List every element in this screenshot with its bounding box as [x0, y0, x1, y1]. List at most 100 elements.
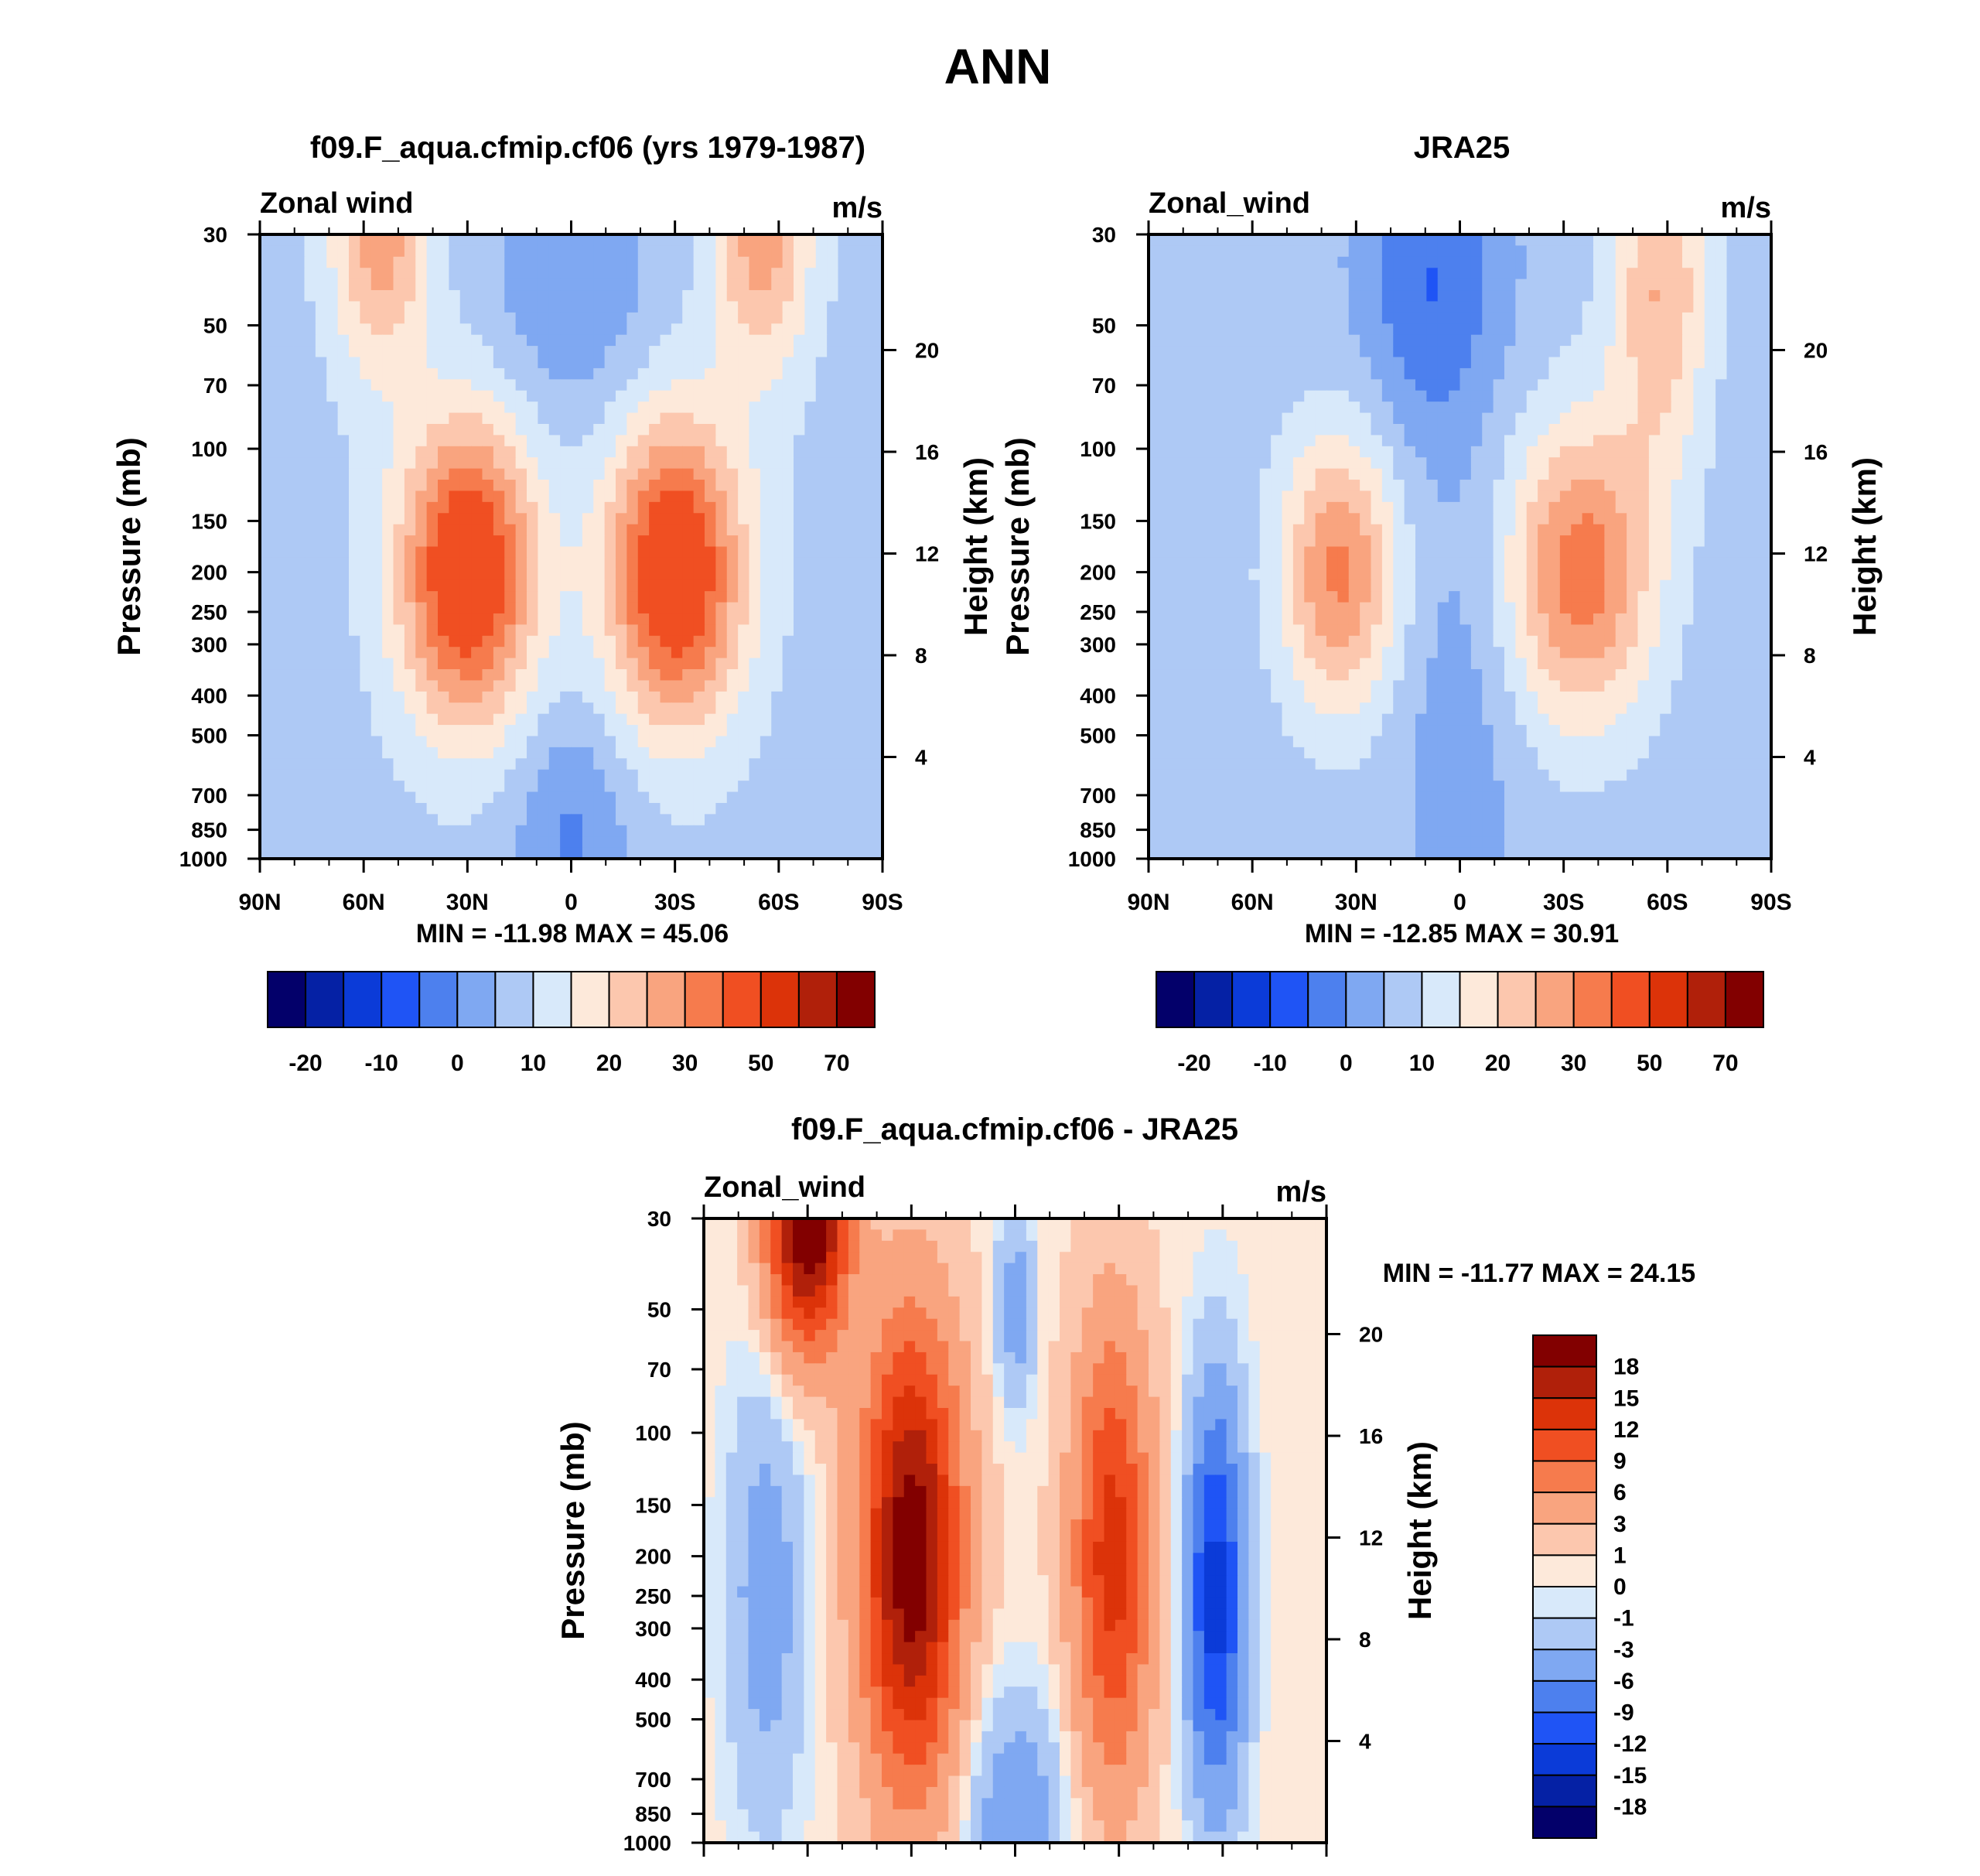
contour-cell [838, 847, 850, 859]
contour-cell [459, 290, 472, 302]
contour-cell [726, 245, 739, 258]
contour-cell [1282, 468, 1294, 480]
contour-cell [794, 468, 805, 480]
contour-cell [560, 702, 572, 715]
contour-cell [504, 725, 517, 737]
contour-cell [726, 256, 739, 268]
contour-cell [693, 402, 705, 414]
contour-cell [404, 513, 416, 525]
contour-cell [282, 245, 294, 258]
contour-cell [848, 256, 861, 268]
contour-cell [715, 379, 728, 391]
contour-cell [726, 535, 739, 548]
contour-cell [671, 613, 683, 625]
contour-cell [471, 501, 483, 514]
contour-cell [749, 747, 761, 759]
contour-cell [604, 268, 616, 280]
contour-cell [637, 357, 650, 369]
contour-cell [349, 713, 360, 726]
contour-cell [738, 435, 750, 447]
contour-cell [1637, 535, 1650, 548]
contour-cell [1193, 323, 1205, 336]
contour-cell [493, 591, 505, 603]
x-tick-label: 30S [654, 890, 695, 915]
contour-cell [1559, 446, 1572, 458]
contour-cell [660, 836, 672, 849]
contour-cell [1470, 346, 1483, 358]
contour-cell [1159, 245, 1172, 258]
contour-cell [1470, 412, 1483, 425]
contour-cell [593, 278, 606, 291]
contour-cell [1704, 323, 1716, 336]
contour-cell [493, 836, 505, 849]
contour-cell [1304, 301, 1316, 313]
contour-cell [293, 802, 306, 815]
contour-cell [827, 423, 839, 436]
contour-cell [726, 312, 739, 324]
contour-cell [749, 334, 761, 347]
contour-cell [393, 423, 405, 436]
contour-cell [393, 468, 405, 480]
contour-cell [548, 490, 561, 503]
contour-cell [1304, 379, 1316, 391]
contour-cell [682, 402, 695, 414]
contour-cell [482, 468, 494, 480]
contour-cell [404, 480, 416, 492]
contour-cell [771, 546, 783, 559]
contour-cell [1159, 468, 1172, 480]
contour-cell [604, 323, 616, 336]
contour-cell [848, 524, 861, 536]
contour-cell [1381, 524, 1394, 536]
contour-cell [705, 635, 716, 648]
contour-cell [370, 691, 383, 703]
contour-cell [1415, 435, 1427, 447]
contour-cell [682, 702, 695, 715]
contour-cell [337, 791, 350, 804]
contour-cell [1348, 402, 1360, 414]
contour-cell [815, 457, 828, 470]
contour-cell [1493, 535, 1505, 548]
contour-cell [671, 412, 683, 425]
contour-cell [326, 658, 339, 670]
contour-cell [1170, 379, 1183, 391]
contour-cell [838, 234, 850, 247]
contour-cell [271, 557, 283, 569]
contour-cell [804, 256, 817, 268]
contour-cell [304, 301, 316, 313]
contour-cell [1248, 357, 1261, 369]
contour-cell [326, 736, 339, 748]
contour-cell [1615, 301, 1627, 313]
contour-cell [1660, 435, 1672, 447]
contour-cell [871, 379, 883, 391]
contour-cell [1693, 423, 1705, 436]
contour-cell [560, 691, 572, 703]
contour-cell [1271, 357, 1283, 369]
contour-cell [760, 802, 772, 815]
contour-cell [393, 513, 405, 525]
contour-cell [282, 323, 294, 336]
contour-cell [260, 513, 271, 525]
contour-cell [1459, 379, 1472, 391]
contour-cell [1559, 278, 1572, 291]
contour-cell [794, 312, 805, 324]
figure-title: ANN [944, 39, 1052, 94]
contour-cell [726, 524, 739, 536]
contour-cell [649, 602, 661, 614]
contour-cell [604, 802, 616, 815]
contour-cell [1449, 468, 1461, 480]
contour-cell [471, 513, 483, 525]
contour-cell [1704, 278, 1716, 291]
contour-cell [682, 480, 695, 492]
contour-cell [260, 468, 271, 480]
contour-cell [715, 245, 728, 258]
contour-cell [682, 535, 695, 548]
contour-cell [1693, 446, 1705, 458]
contour-cell [705, 490, 716, 503]
contour-cell [515, 423, 527, 436]
contour-cell [260, 602, 271, 614]
contour-cell [1515, 312, 1528, 324]
contour-cell [871, 557, 883, 569]
contour-cell [848, 669, 861, 682]
contour-cell [848, 423, 861, 436]
contour-cell [1404, 501, 1416, 514]
